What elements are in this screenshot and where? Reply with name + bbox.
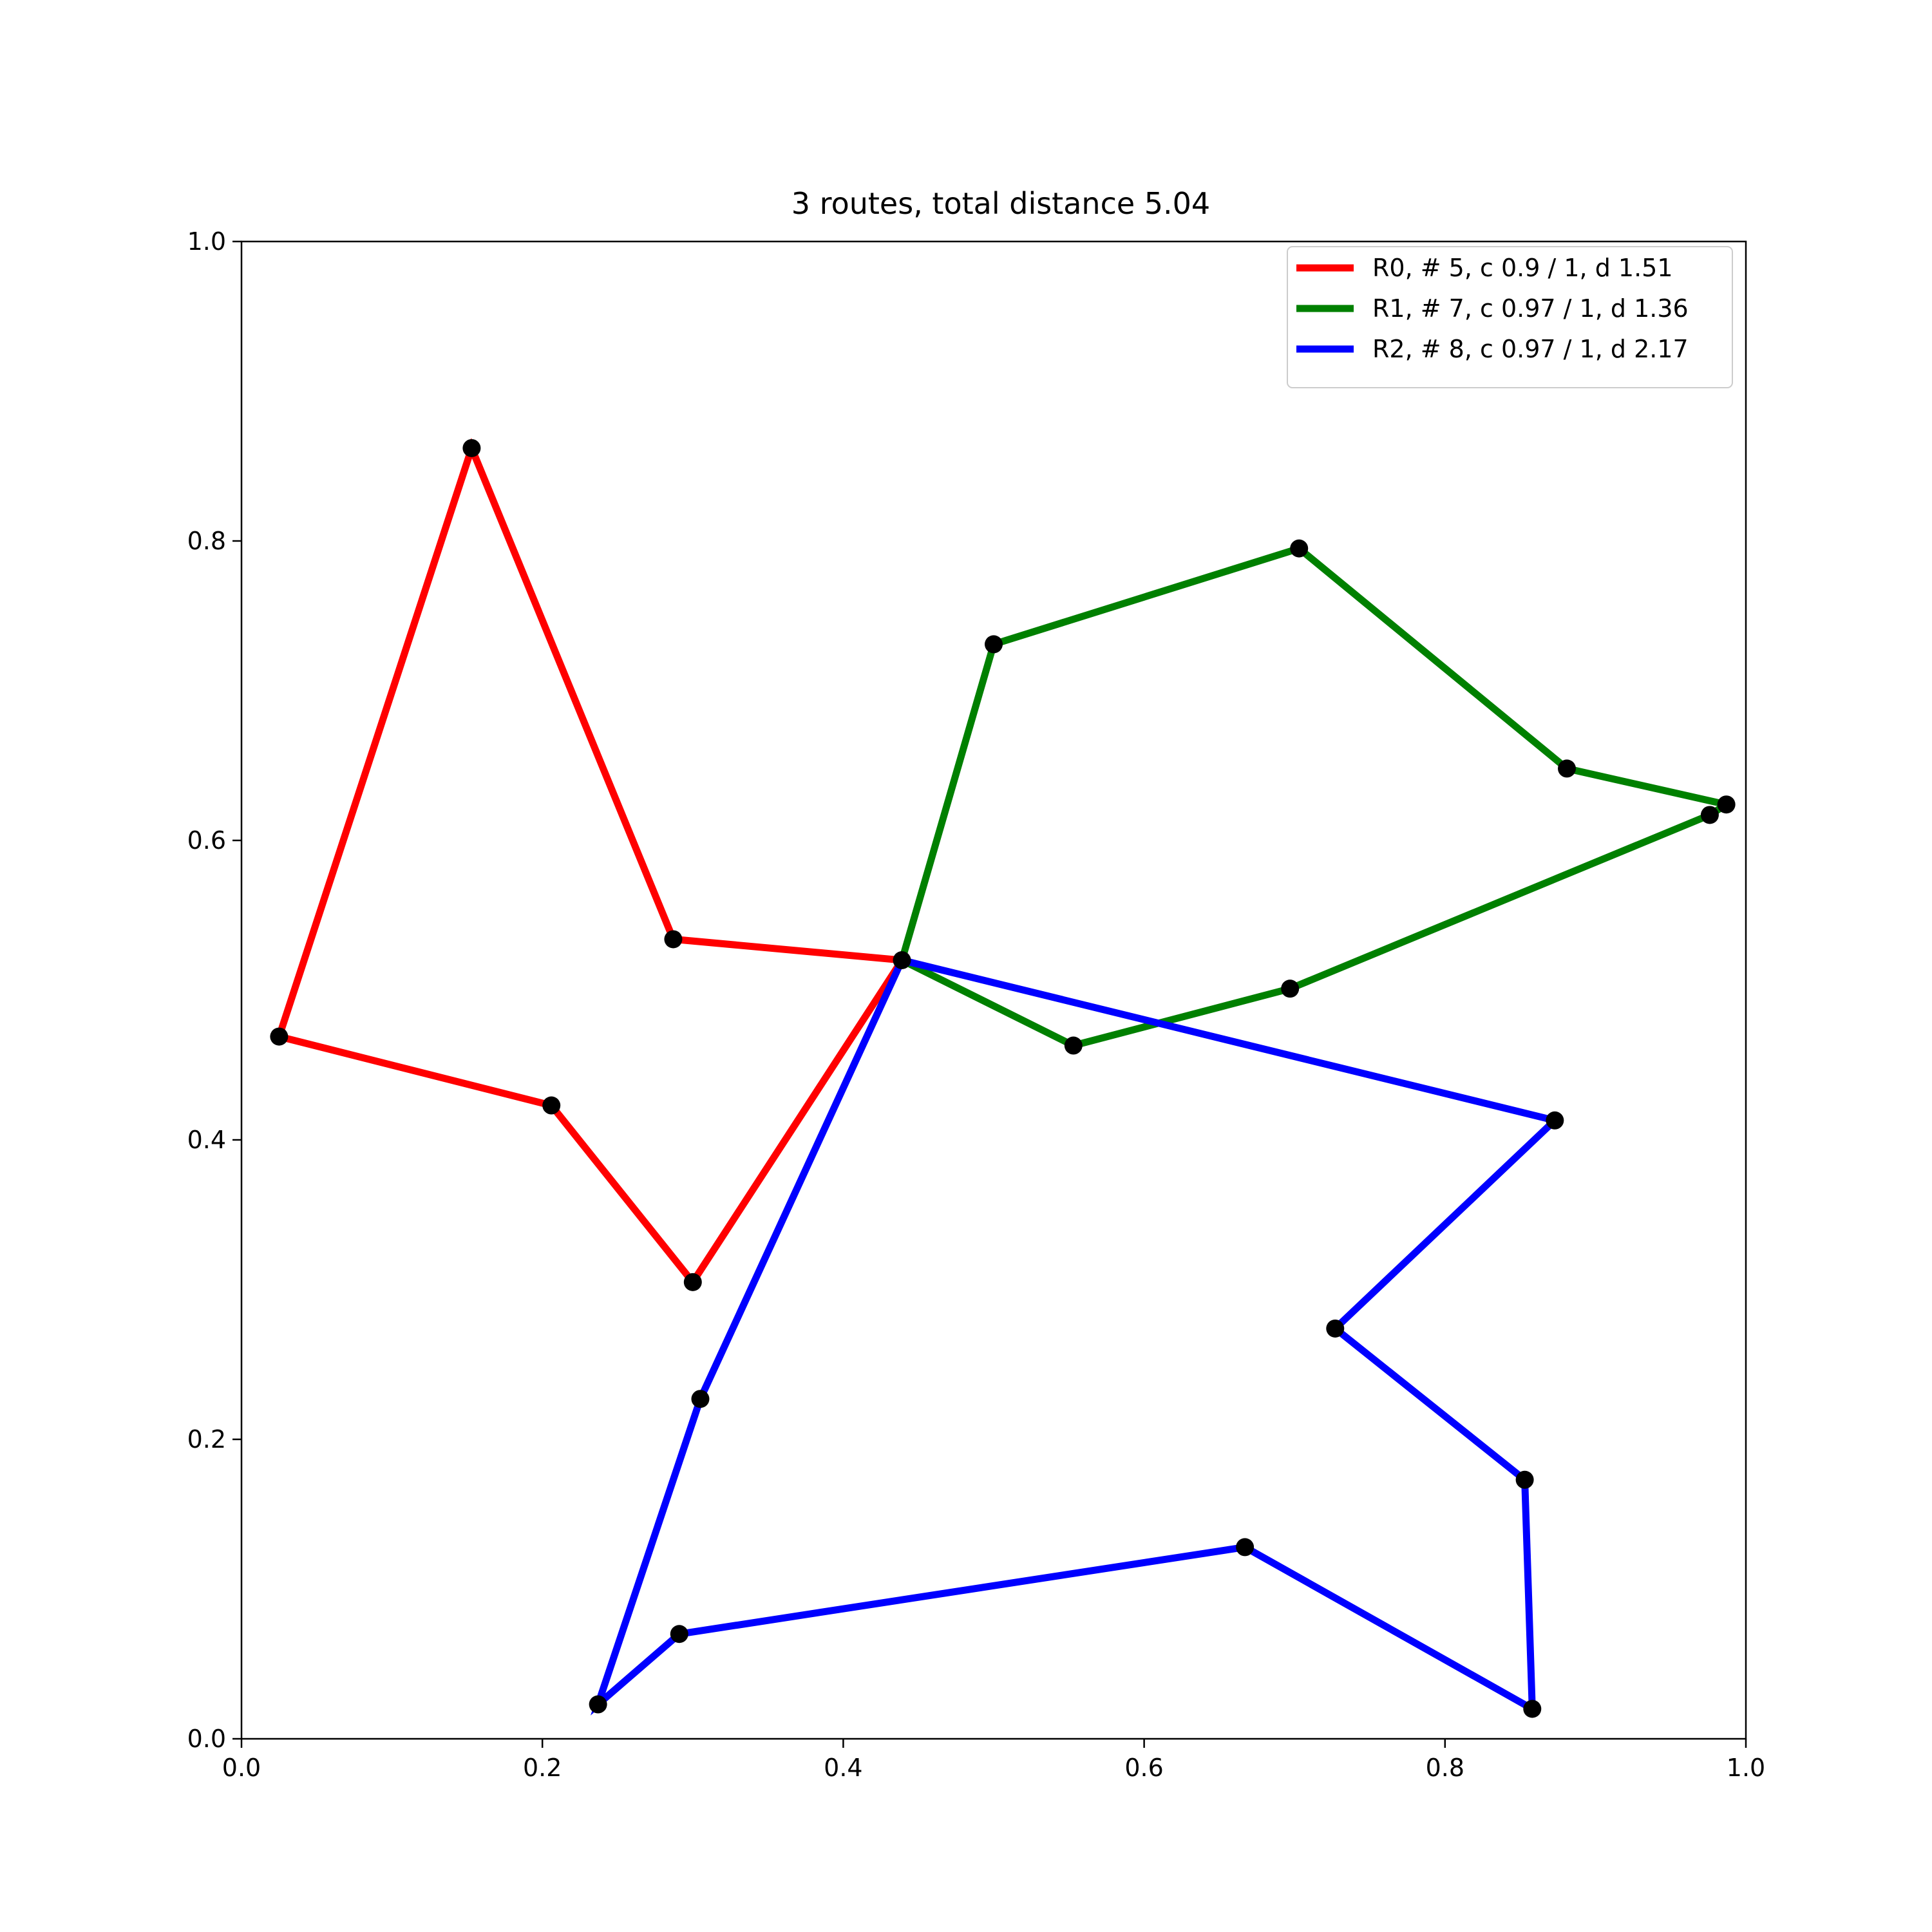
route-stop-point bbox=[1064, 1036, 1083, 1055]
route-stop-point bbox=[1717, 795, 1736, 814]
y-axis-ticks: 0.0 0.2 0.4 0.6 0.8 1.0 bbox=[187, 227, 242, 1753]
x-axis-ticks: 0.0 0.2 0.4 0.6 0.8 1.0 bbox=[222, 1739, 1765, 1782]
legend-label: R2, # 8, c 0.97 / 1, d 2.17 bbox=[1372, 335, 1689, 363]
route-stop-point bbox=[1281, 980, 1300, 998]
legend-box bbox=[1287, 246, 1733, 388]
route-stop-point bbox=[1515, 1470, 1534, 1489]
route-stop-point bbox=[270, 1027, 289, 1046]
route-stop-point bbox=[670, 1625, 688, 1643]
route-stop-point bbox=[691, 1390, 710, 1408]
route-stop-point bbox=[1700, 806, 1719, 824]
x-tick-label: 0.0 bbox=[222, 1754, 261, 1782]
y-tick-label: 1.0 bbox=[187, 227, 226, 256]
chart-title: 3 routes, total distance 5.04 bbox=[791, 186, 1210, 221]
route-stop-point bbox=[462, 439, 481, 457]
route-stop-point bbox=[589, 1695, 607, 1714]
route-line-R2 bbox=[591, 956, 1562, 1716]
y-tick-label: 0.0 bbox=[187, 1725, 226, 1753]
route-stop-point bbox=[985, 635, 1003, 654]
route-stop-point bbox=[893, 951, 911, 969]
y-tick-label: 0.8 bbox=[187, 527, 226, 555]
y-tick-label: 0.2 bbox=[187, 1425, 226, 1454]
y-tick-label: 0.4 bbox=[187, 1126, 226, 1154]
x-tick-label: 0.6 bbox=[1124, 1754, 1163, 1782]
x-tick-label: 0.8 bbox=[1426, 1754, 1464, 1782]
route-stop-point bbox=[1326, 1319, 1345, 1338]
route-stop-point bbox=[542, 1096, 561, 1115]
route-stop-point bbox=[1523, 1700, 1542, 1718]
route-stop-point bbox=[1236, 1538, 1255, 1557]
legend: R0, # 5, c 0.9 / 1, d 1.51 R1, # 7, c 0.9… bbox=[1287, 246, 1733, 388]
x-tick-label: 1.0 bbox=[1727, 1754, 1765, 1782]
legend-label: R1, # 7, c 0.97 / 1, d 1.36 bbox=[1372, 294, 1689, 323]
route-stop-point bbox=[1546, 1111, 1564, 1130]
route-stop-point bbox=[683, 1273, 702, 1291]
legend-label: R0, # 5, c 0.9 / 1, d 1.51 bbox=[1372, 254, 1673, 282]
route-stop-point bbox=[664, 930, 683, 949]
plot-frame bbox=[240, 240, 1747, 1740]
route-stop-point bbox=[1558, 759, 1577, 778]
route-stops bbox=[270, 439, 1736, 1718]
y-tick-label: 0.6 bbox=[187, 826, 226, 855]
route-stop-point bbox=[1290, 539, 1309, 558]
x-tick-label: 0.2 bbox=[523, 1754, 562, 1782]
x-tick-label: 0.4 bbox=[824, 1754, 862, 1782]
